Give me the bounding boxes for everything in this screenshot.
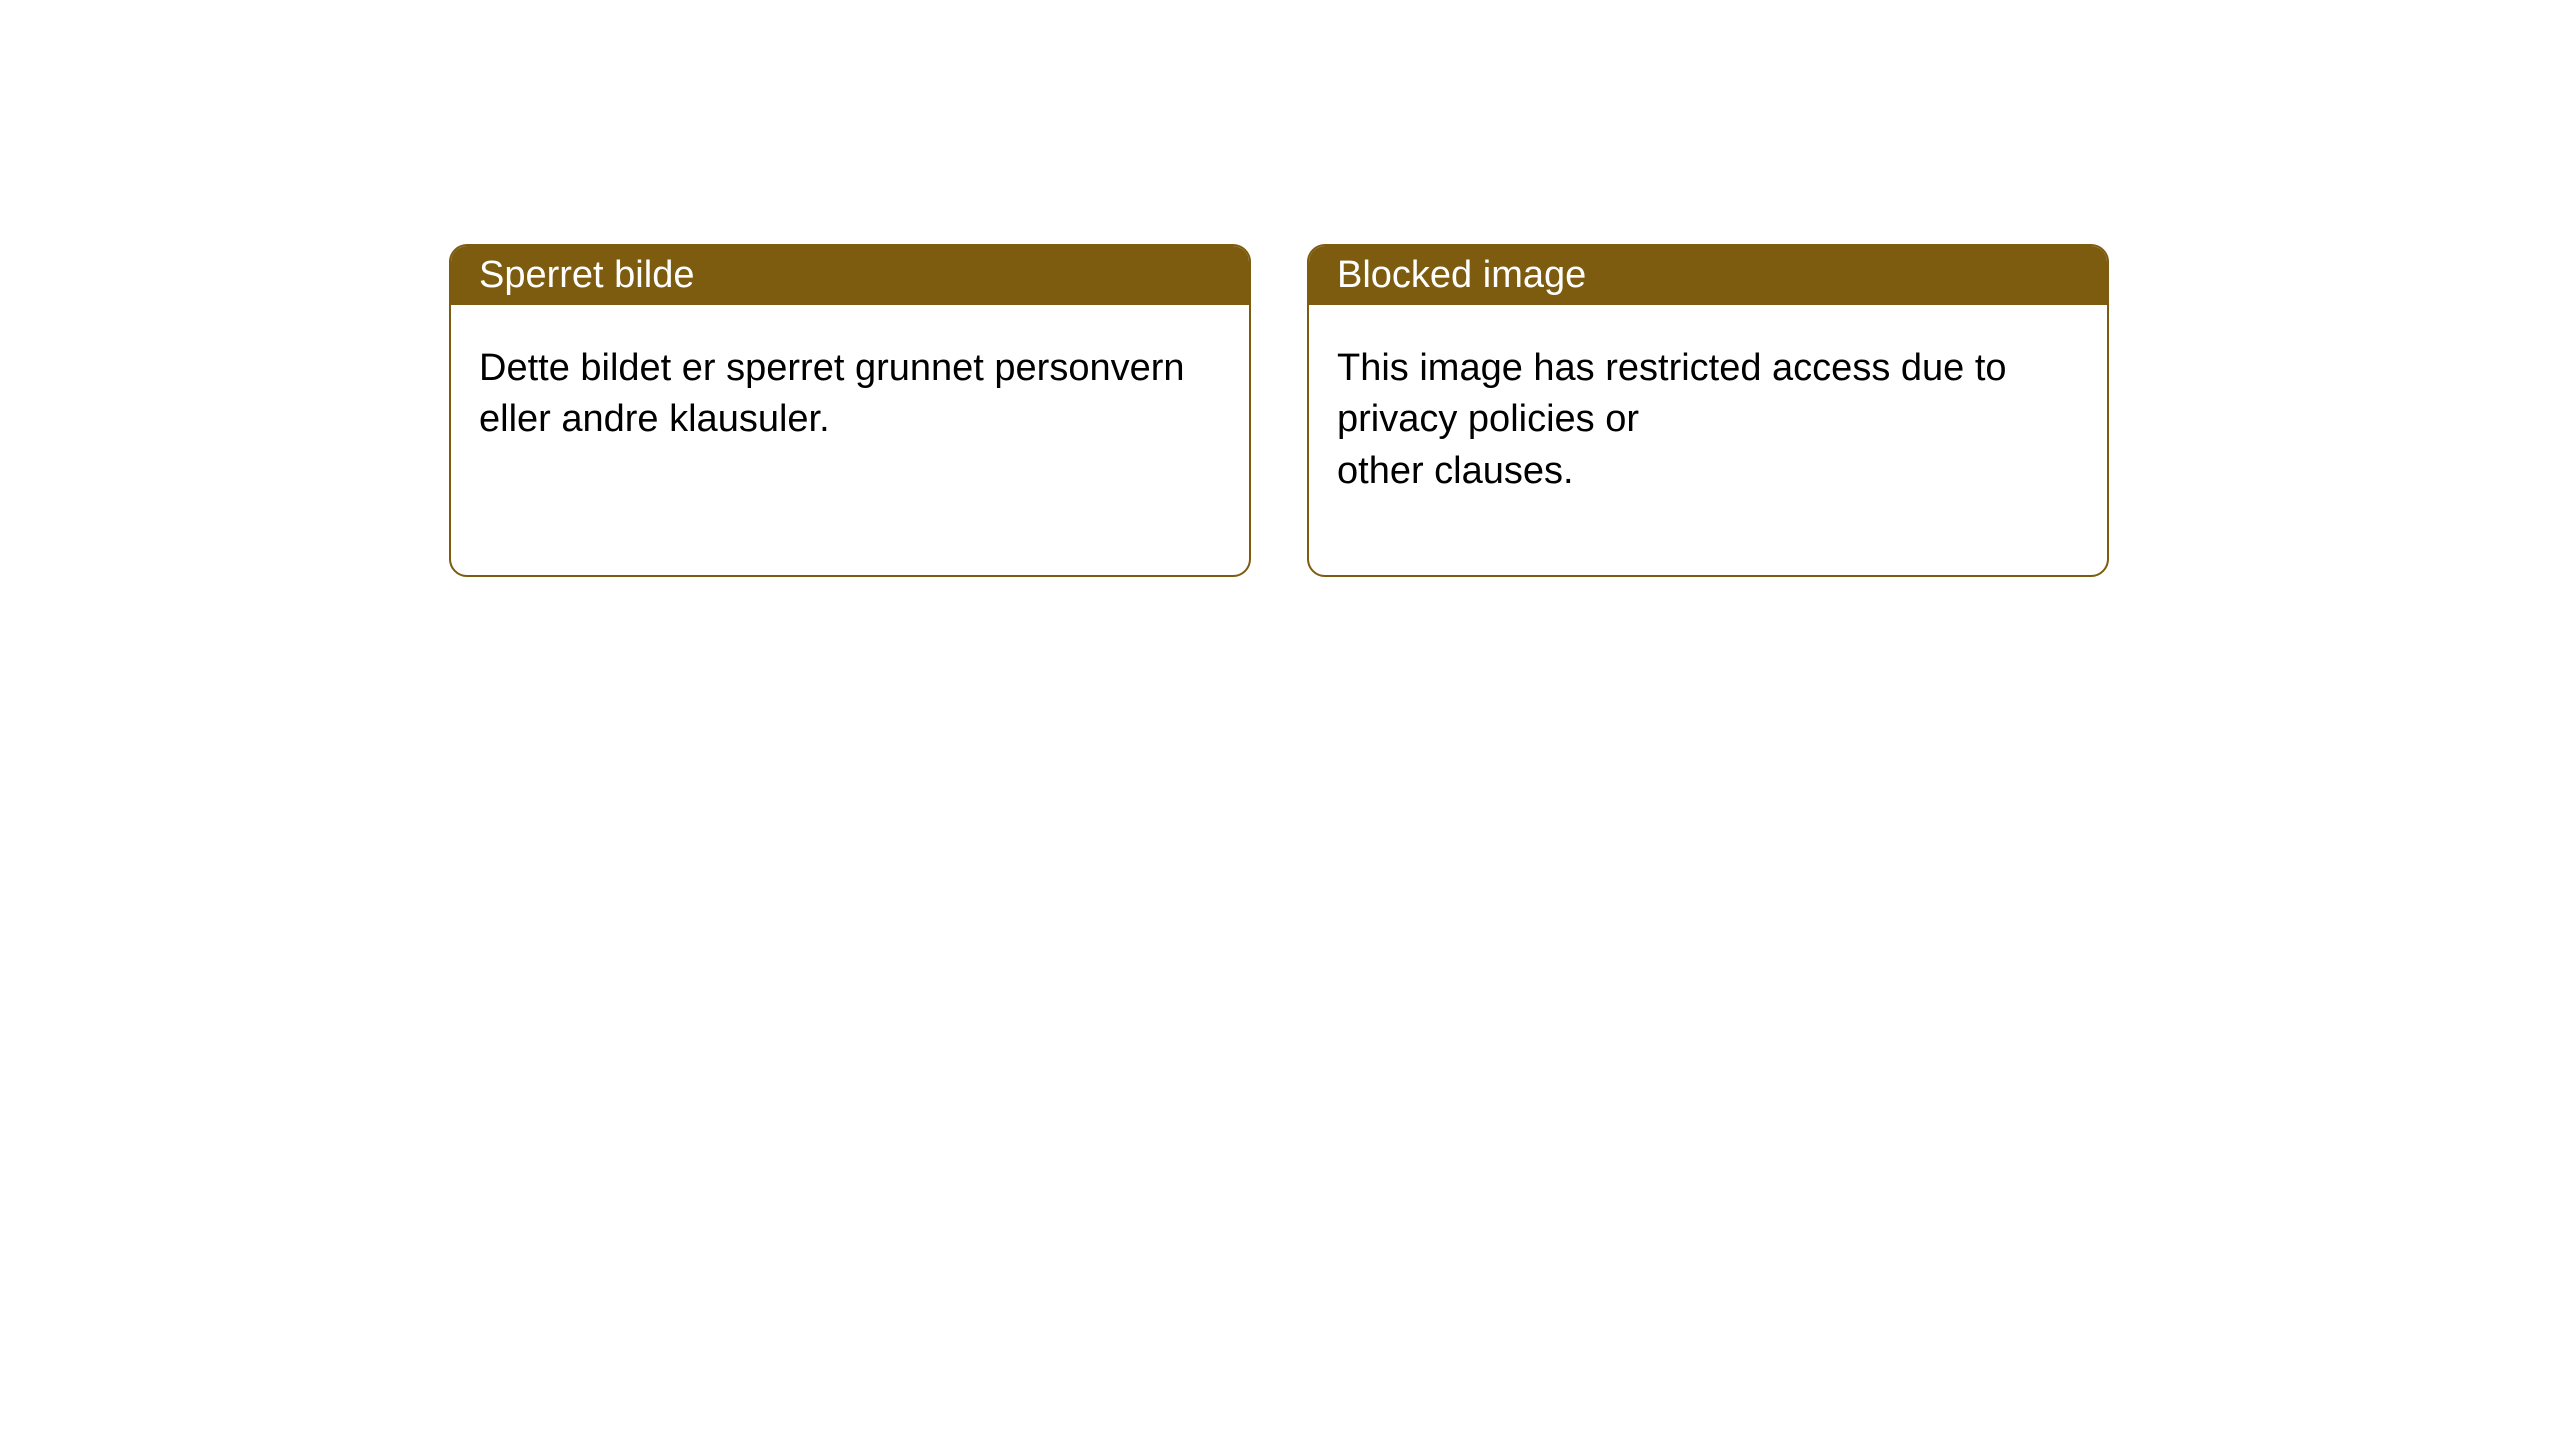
notice-card-no: Sperret bilde Dette bildet er sperret gr…: [449, 244, 1251, 577]
notice-card-body: Dette bildet er sperret grunnet personve…: [451, 305, 1249, 484]
notice-card-header: Blocked image: [1309, 246, 2107, 305]
notice-card-en: Blocked image This image has restricted …: [1307, 244, 2109, 577]
notice-card-body: This image has restricted access due to …: [1309, 305, 2107, 535]
notice-card-header: Sperret bilde: [451, 246, 1249, 305]
notice-cards-container: Sperret bilde Dette bildet er sperret gr…: [449, 244, 2109, 577]
